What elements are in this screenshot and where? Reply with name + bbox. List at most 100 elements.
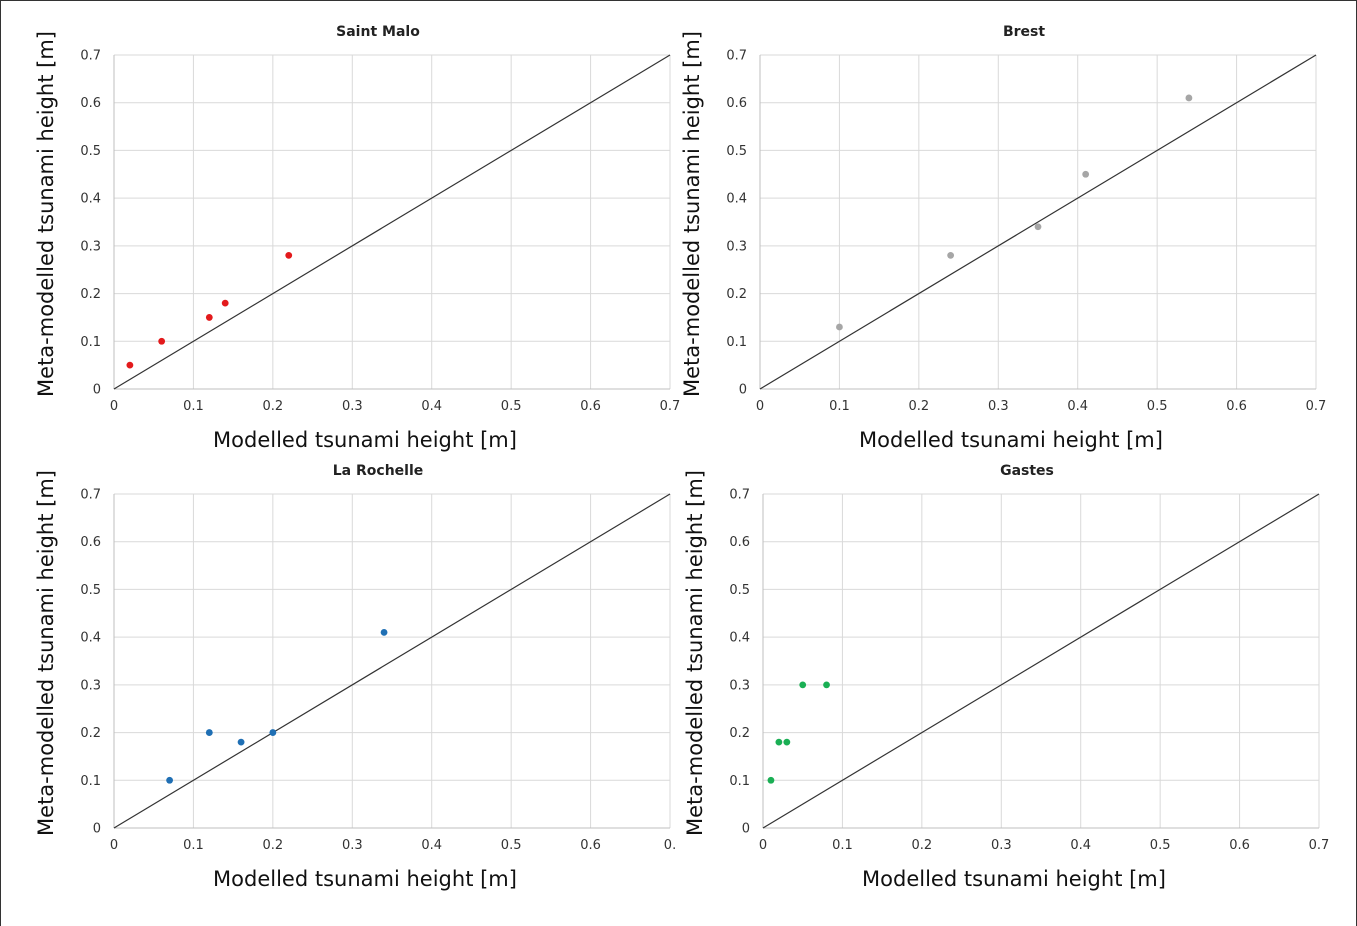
data-point — [823, 681, 830, 689]
x-tick-label: 0.3 — [991, 838, 1012, 853]
data-point — [221, 299, 229, 307]
x-axis-label: Modelled tsunami height [m] — [213, 428, 517, 452]
x-tick-label: 0.1 — [832, 838, 853, 853]
y-axis-label: Meta-modelled tsunami height [m] — [680, 31, 704, 397]
x-tick-label: 0 — [756, 399, 764, 414]
y-tick-label: 0.6 — [80, 535, 101, 550]
x-tick-label: 0.5 — [1147, 399, 1168, 414]
x-tick-label: 0 — [110, 399, 118, 414]
data-point — [1185, 94, 1193, 102]
x-tick-label: 0.7 — [1309, 838, 1330, 853]
x-tick-label: 0.4 — [421, 838, 442, 853]
x-tick-label: 0.6 — [1229, 838, 1250, 853]
y-axis-label: Meta-modelled tsunami height [m] — [34, 31, 58, 397]
x-tick-label: 0.1 — [829, 399, 850, 414]
y-tick-label: 0.7 — [726, 49, 747, 64]
y-tick-label: 0.3 — [729, 678, 750, 693]
y-tick-label: 0.5 — [726, 144, 747, 159]
y-tick-label: 0.1 — [80, 335, 101, 350]
x-tick-label: 0.2 — [912, 838, 933, 853]
x-axis-label: Modelled tsunami height [m] — [213, 867, 517, 891]
y-tick-label: 0.6 — [729, 535, 750, 550]
x-tick-label: 0.5 — [501, 399, 522, 414]
data-point — [269, 729, 277, 736]
y-tick-label: 0.3 — [80, 678, 101, 693]
x-tick-label: 0.3 — [342, 838, 363, 853]
y-tick-label: 0.6 — [80, 96, 101, 111]
x-tick-label: 0.3 — [342, 399, 363, 414]
y-tick-label: 0.3 — [726, 239, 747, 254]
y-tick-label: 0.6 — [726, 96, 747, 111]
x-tick-label: 0.5 — [501, 838, 522, 853]
x-tick-label: 0.6 — [580, 838, 601, 853]
x-tick-label: 0.4 — [1067, 399, 1088, 414]
y-tick-label: 0.1 — [726, 335, 747, 350]
y-tick-label: 0.5 — [80, 144, 101, 159]
x-tick-label: 0.4 — [1070, 838, 1091, 853]
y-tick-label: 0.7 — [729, 488, 750, 503]
y-axis-label: Meta-modelled tsunami height [m] — [683, 470, 707, 836]
data-point — [836, 323, 843, 331]
chart-title: Brest — [1003, 24, 1045, 40]
data-point — [166, 776, 174, 784]
y-tick-label: 0.1 — [729, 774, 750, 789]
x-tick-label: 0.3 — [988, 399, 1009, 414]
y-tick-label: 0.4 — [726, 192, 747, 207]
data-point — [783, 738, 791, 746]
y-tick-label: 0.4 — [80, 631, 101, 646]
y-tick-label: 0 — [93, 822, 101, 837]
y-axis-label: Meta-modelled tsunami height [m] — [34, 470, 58, 836]
y-tick-label: 0.1 — [80, 774, 101, 789]
data-point — [799, 681, 807, 689]
x-tick-label: 0 — [759, 838, 767, 853]
x-tick-label: 0.5 — [1150, 838, 1171, 853]
identity-line — [113, 54, 671, 390]
y-tick-label: 0.2 — [729, 726, 750, 741]
x-tick-label: 0 — [110, 838, 118, 853]
y-tick-label: 0 — [93, 383, 101, 398]
y-tick-label: 0.4 — [80, 192, 101, 207]
data-point — [237, 738, 245, 746]
identity-line — [113, 493, 671, 829]
y-tick-label: 0.2 — [80, 726, 101, 741]
y-tick-label: 0.5 — [729, 583, 750, 598]
data-point — [947, 252, 955, 259]
data-point — [126, 361, 134, 369]
x-tick-label: 0.7 — [660, 399, 681, 414]
identity-line — [759, 54, 1317, 390]
data-point — [205, 729, 213, 736]
x-tick-label: 0.6 — [580, 399, 601, 414]
data-point — [380, 628, 388, 636]
data-point — [1082, 170, 1090, 178]
data-point — [205, 314, 213, 321]
chart-title: La Rochelle — [333, 463, 424, 479]
y-tick-label: 0 — [742, 822, 750, 837]
x-tick-label: 0.2 — [263, 838, 284, 853]
data-point — [775, 738, 783, 746]
x-tick-label: 0.2 — [909, 399, 930, 414]
x-tick-label: 0.7 — [1306, 399, 1327, 414]
y-tick-label: 0.7 — [80, 49, 101, 64]
y-tick-label: 0.5 — [80, 583, 101, 598]
x-axis-label: Modelled tsunami height [m] — [862, 867, 1166, 891]
y-tick-label: 0.2 — [726, 287, 747, 302]
chart-title: Saint Malo — [336, 24, 420, 40]
panel-saint-malo: 0 0.1 0.2 0.3 0.4 0.5 0.6 0.7 0 0.1 0.2 0.3 0.4 0.5 0.… — [34, 24, 680, 452]
panel-gastes: 0 0.1 0.2 0.3 0.4 0.5 0.6 0.7 0 0.1 0.2 0.3 0.4 0.5 0.… — [683, 463, 1329, 891]
x-tick-label: 0.1 — [183, 399, 204, 414]
y-tick-label: 0.3 — [80, 239, 101, 254]
x-tick-label: 0.4 — [421, 399, 442, 414]
data-point — [158, 337, 166, 345]
x-tick-label: 0.1 — [183, 838, 204, 853]
x-tick-label: 0. — [664, 838, 676, 853]
y-tick-label: 0.7 — [80, 488, 101, 503]
data-point — [1034, 223, 1042, 231]
y-tick-label: 0.2 — [80, 287, 101, 302]
x-axis-label: Modelled tsunami height [m] — [859, 428, 1163, 452]
panel-brest: 0 0.1 0.2 0.3 0.4 0.5 0.6 0.7 0 0.1 0.2 0.3 0.4 0.5 0.… — [680, 24, 1326, 452]
y-tick-label: 0.4 — [729, 631, 750, 646]
x-tick-label: 0.2 — [263, 399, 284, 414]
x-tick-label: 0.6 — [1226, 399, 1247, 414]
panel-la-rochelle: 0 0.1 0.2 0.3 0.4 0.5 0.6 0. 0 0.1 0.2 0.3 0.4 0.5 0.6… — [34, 463, 676, 891]
